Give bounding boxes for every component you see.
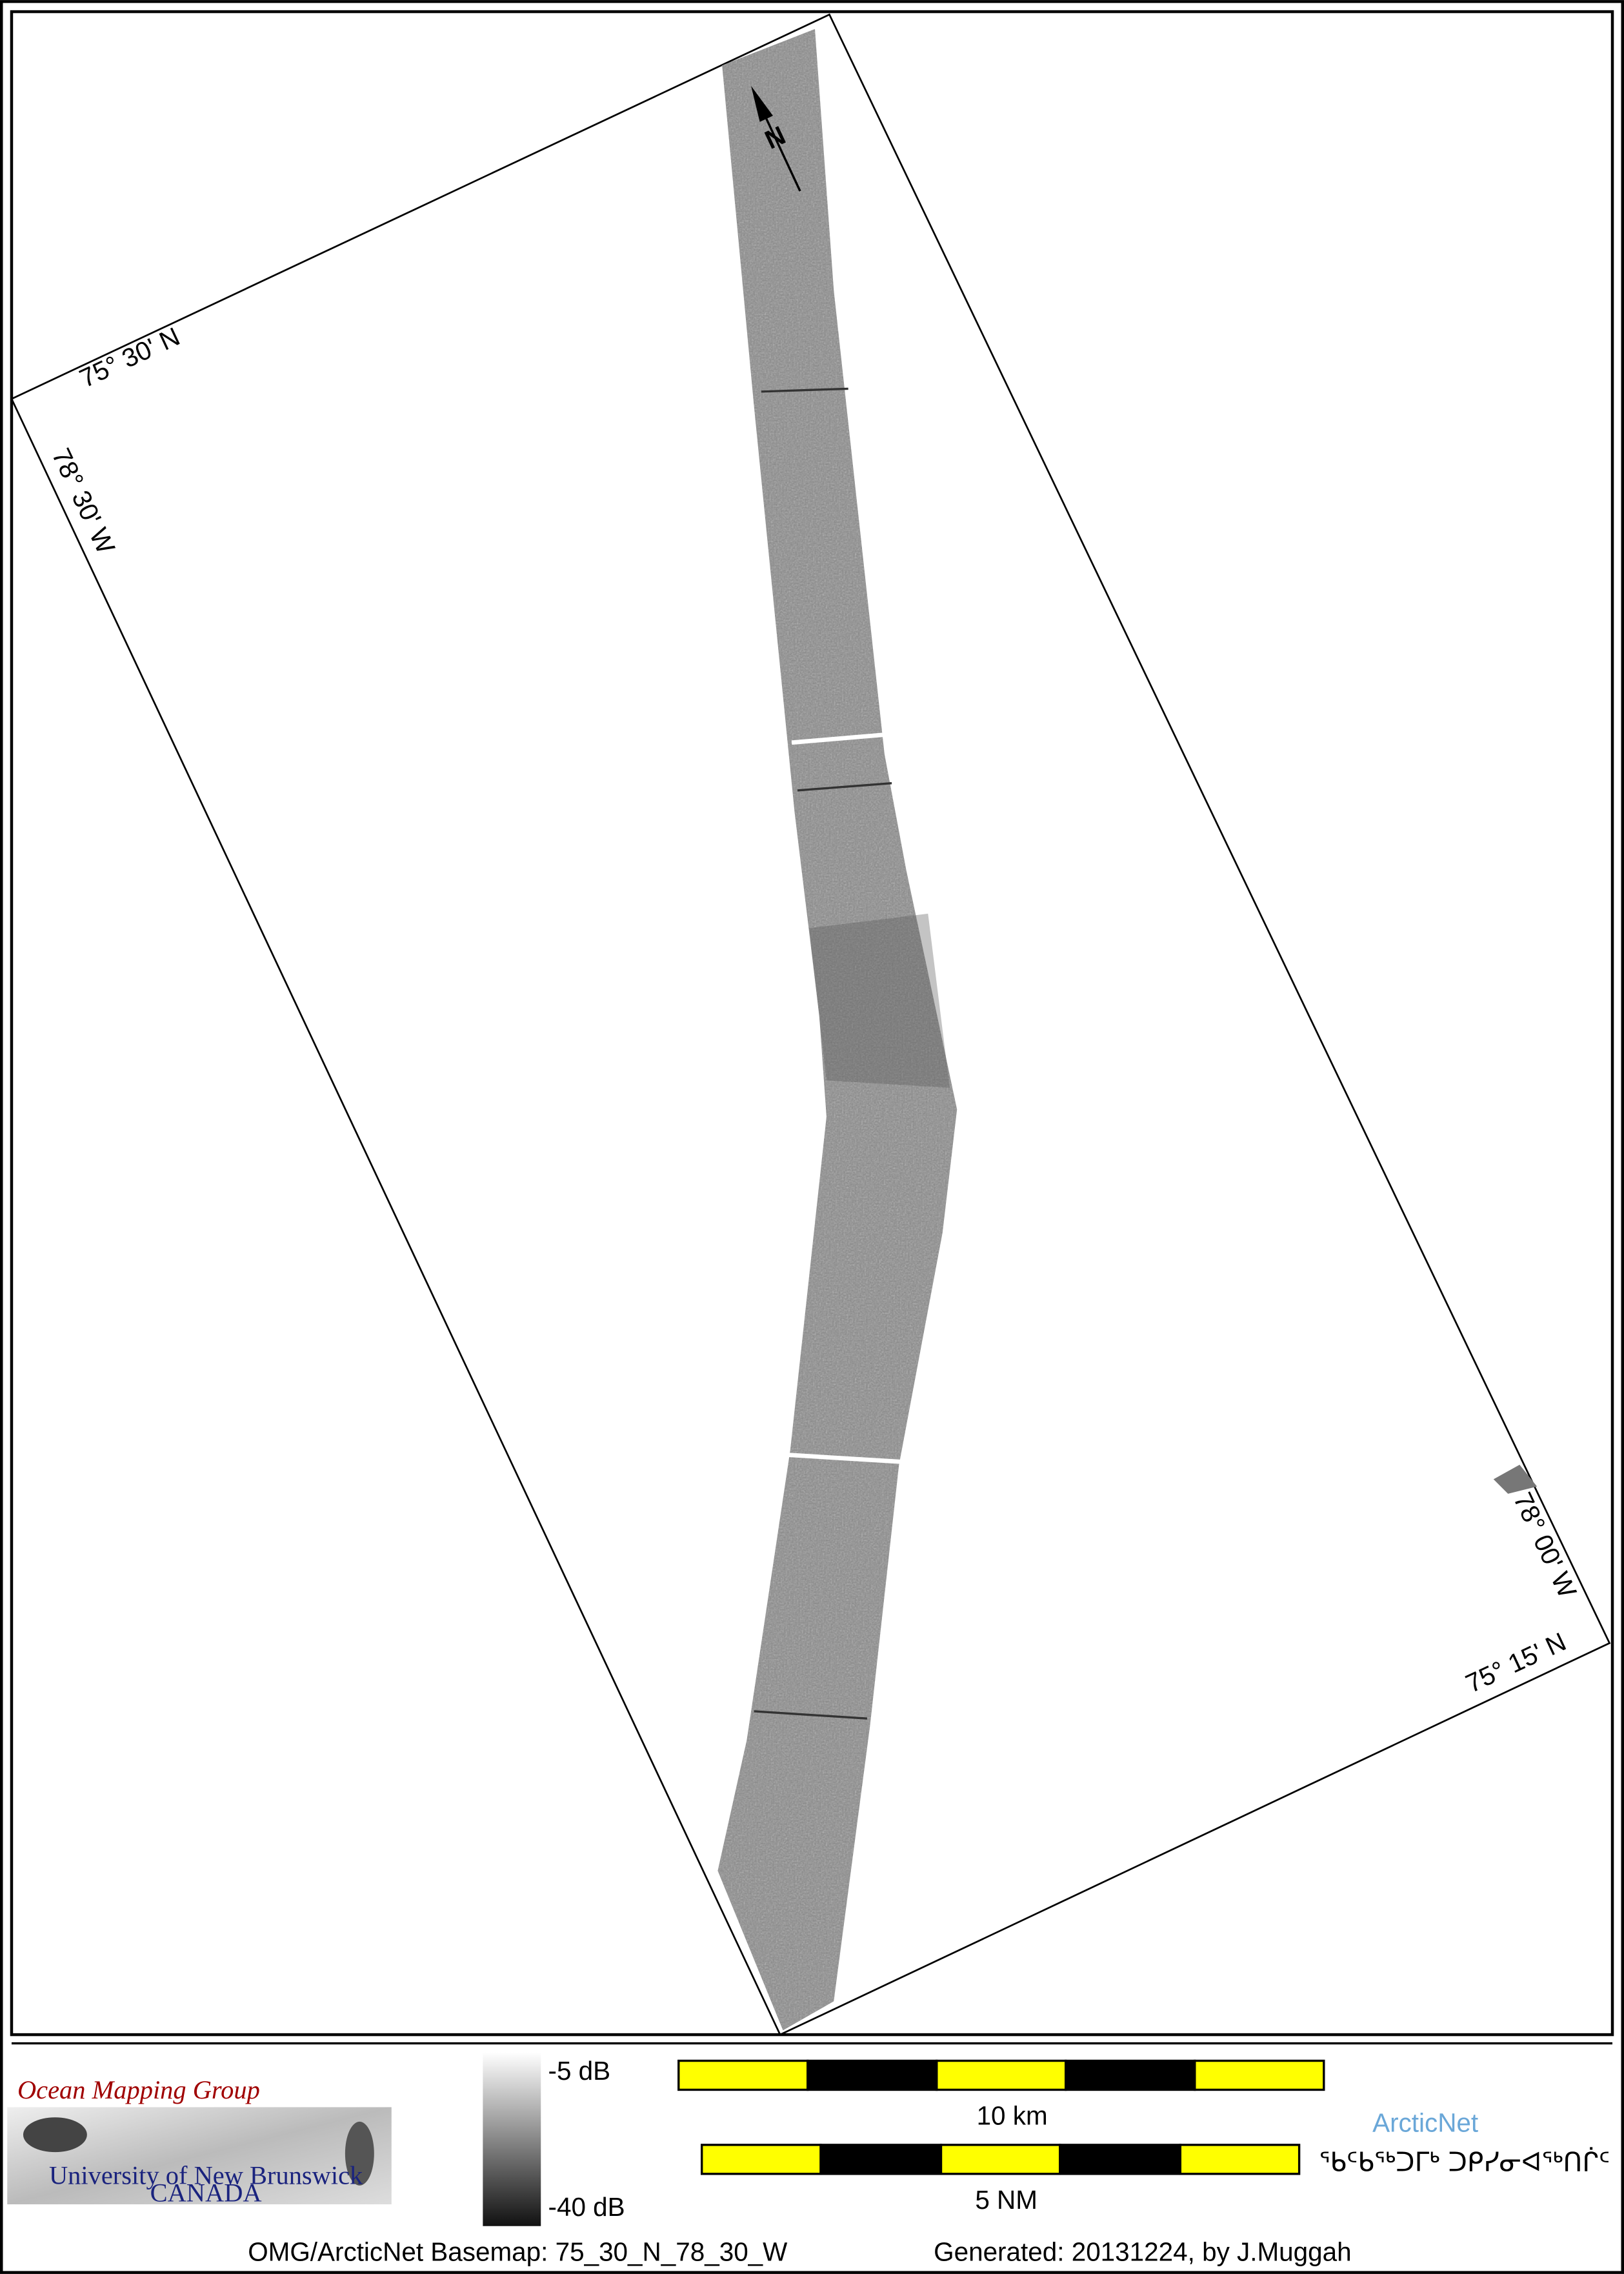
scale-segment xyxy=(701,2144,822,2175)
sheet-outline xyxy=(10,13,1611,2036)
org-subtitle: University of New Brunswick xyxy=(49,2161,363,2190)
colorbar xyxy=(483,2052,541,2226)
swath-fragment xyxy=(1493,1464,1538,1494)
north-arrow-shaft xyxy=(765,118,801,192)
scale-segment xyxy=(677,2059,809,2091)
footer-basemap: OMG/ArcticNet Basemap: 75_30_N_78_30_W xyxy=(248,2237,788,2267)
map-frame xyxy=(10,10,1614,2037)
scale-segment xyxy=(1059,2144,1182,2175)
scale-segment xyxy=(1194,2059,1325,2091)
scale-segment xyxy=(936,2059,1067,2091)
scale-segment xyxy=(1065,2059,1196,2091)
swath-line xyxy=(797,781,892,792)
omg-image-shape xyxy=(23,2117,87,2153)
org-country: CANADA xyxy=(150,2178,262,2208)
partner-name: ArcticNet xyxy=(1372,2108,1478,2138)
scale-km-label: 10 km xyxy=(977,2100,1048,2130)
scale-segment xyxy=(1179,2144,1301,2175)
scale-nm-label: 5 NM xyxy=(975,2185,1038,2215)
swath-texture xyxy=(717,29,957,2031)
swath-line xyxy=(754,1710,868,1720)
scale-bar-km xyxy=(677,2059,1325,2091)
omg-logo: Ocean Mapping Group University of New Br… xyxy=(7,2075,392,2208)
omg-image-shape xyxy=(345,2121,374,2186)
colorbar-min-label: -40 dB xyxy=(548,2192,625,2222)
swath-dark-patch xyxy=(809,913,950,1088)
swath-line xyxy=(761,387,848,393)
swath-gap xyxy=(791,731,895,745)
colorbar-max-label: -5 dB xyxy=(548,2056,610,2086)
scale-segment xyxy=(939,2144,1061,2175)
partner-inuktitut: ᖃᑦᑲᖅᑐᒥᒃ ᑐᑭᓯᓂᐊᖅᑎᒌᑦ xyxy=(1319,2146,1610,2177)
footer-generated: Generated: 20131224, by J.Muggah xyxy=(934,2237,1351,2267)
backscatter-swath xyxy=(717,29,1538,2031)
north-arrow-head xyxy=(751,86,774,122)
scale-segment xyxy=(807,2059,938,2091)
swath-gap xyxy=(783,1452,903,1464)
scale-bar-nm xyxy=(701,2144,1301,2175)
org-title: Ocean Mapping Group xyxy=(17,2075,260,2104)
scale-segment xyxy=(819,2144,943,2175)
